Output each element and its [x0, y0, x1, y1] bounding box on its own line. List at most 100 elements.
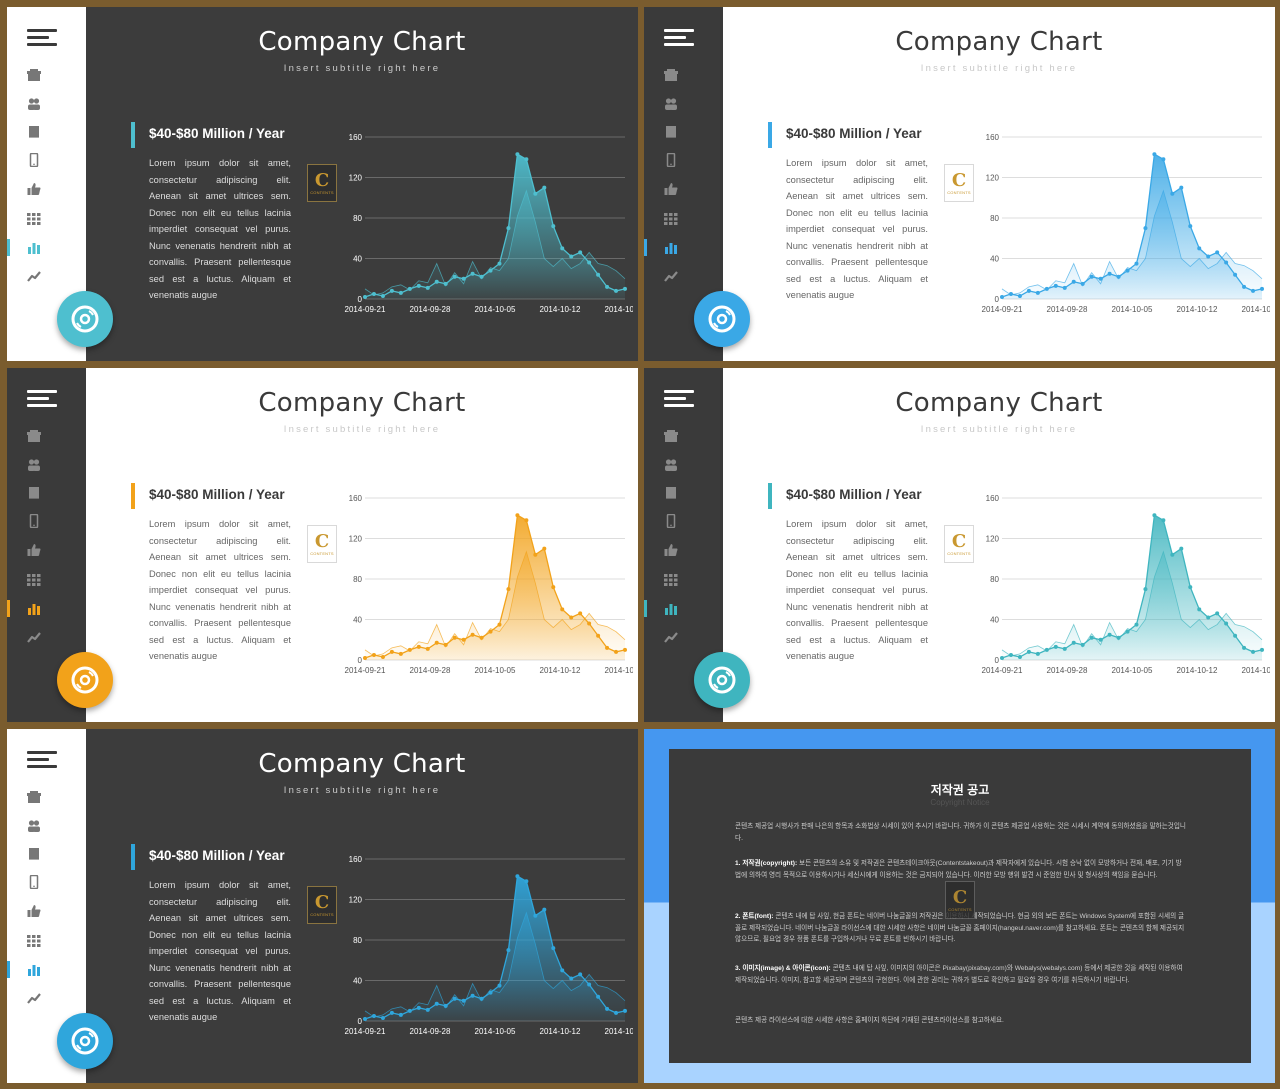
data-point — [452, 274, 457, 279]
disc-button[interactable] — [57, 652, 113, 708]
phone-icon[interactable] — [27, 874, 41, 890]
phone-icon[interactable] — [664, 152, 678, 168]
slide-6-copyright[interactable]: 저작권 공고 Copyright Notice 콘텐츠 제공업 시행사가 판매 … — [644, 729, 1275, 1083]
book-icon[interactable] — [27, 125, 41, 139]
data-point — [488, 990, 493, 995]
book-icon[interactable] — [664, 125, 678, 139]
menu-icon[interactable] — [27, 751, 57, 769]
data-point — [461, 998, 466, 1003]
y-tick-label: 160 — [349, 133, 363, 142]
store-icon[interactable] — [664, 68, 678, 82]
x-tick-label: 2014-09-28 — [1047, 305, 1088, 314]
menu-icon[interactable] — [664, 29, 694, 47]
data-point — [1260, 647, 1264, 652]
slide-3[interactable]: Company Chart Insert subtitle right here $… — [7, 368, 638, 722]
slide-1[interactable]: Company Chart Insert subtitle right here $… — [7, 7, 638, 361]
store-icon[interactable] — [27, 68, 41, 82]
data-point — [371, 291, 376, 296]
headline: $40-$80 Million / Year — [786, 487, 922, 502]
grid-icon[interactable] — [27, 934, 41, 948]
users-icon[interactable] — [27, 458, 41, 472]
body-text: Lorem ipsum dolor sit amet, consectetur … — [786, 519, 928, 661]
data-point — [389, 288, 394, 293]
menu-icon[interactable] — [664, 390, 694, 408]
trend-line-icon[interactable] — [27, 991, 41, 1005]
bar-chart-icon[interactable] — [664, 602, 678, 616]
slide-2[interactable]: Company Chart Insert subtitle right here $… — [644, 7, 1275, 361]
data-point — [1215, 250, 1220, 255]
disc-icon — [71, 1027, 99, 1055]
disc-button[interactable] — [57, 1013, 113, 1069]
thumbs-up-icon[interactable] — [27, 182, 41, 196]
y-tick-label: 0 — [995, 656, 1000, 665]
disc-button[interactable] — [57, 291, 113, 347]
trend-line-icon[interactable] — [664, 630, 678, 644]
thumbs-up-icon[interactable] — [27, 904, 41, 918]
data-point — [1143, 587, 1148, 592]
data-point — [363, 655, 367, 660]
y-tick-label: 120 — [349, 535, 363, 544]
grid-icon[interactable] — [664, 573, 678, 587]
slide-5[interactable]: Company Chart Insert subtitle right here $… — [7, 729, 638, 1083]
book-icon[interactable] — [664, 486, 678, 500]
grid-icon[interactable] — [27, 573, 41, 587]
data-point — [1251, 649, 1256, 654]
grid-icon[interactable] — [664, 212, 678, 226]
data-point — [1233, 272, 1238, 277]
area-chart: 0 40 80 120 160 2014-09-21 2014-09-28 2014-10-0… — [345, 494, 638, 675]
book-icon[interactable] — [27, 847, 41, 861]
data-point — [1206, 254, 1211, 259]
bar-chart-icon[interactable] — [27, 241, 41, 255]
trend-line-icon[interactable] — [664, 269, 678, 283]
bar-chart-icon[interactable] — [27, 602, 41, 616]
store-icon[interactable] — [664, 429, 678, 443]
users-icon[interactable] — [27, 819, 41, 833]
data-point — [1053, 283, 1058, 288]
users-icon[interactable] — [27, 97, 41, 111]
users-icon[interactable] — [664, 458, 678, 472]
data-point — [1017, 293, 1022, 298]
data-point — [1251, 288, 1256, 293]
slide-4[interactable]: Company Chart Insert subtitle right here $… — [644, 368, 1275, 722]
disc-button[interactable] — [694, 652, 750, 708]
book-icon[interactable] — [27, 486, 41, 500]
y-tick-label: 0 — [358, 1017, 363, 1026]
x-tick-label: 2014-10-05 — [475, 305, 516, 314]
x-tick-label: 2014-10-05 — [1112, 305, 1153, 314]
bar-chart-icon[interactable] — [27, 963, 41, 977]
y-tick-label: 120 — [349, 174, 363, 183]
phone-icon[interactable] — [664, 513, 678, 529]
thumbs-up-icon[interactable] — [664, 543, 678, 557]
data-point — [1233, 633, 1238, 638]
menu-icon[interactable] — [27, 390, 57, 408]
users-icon[interactable] — [664, 97, 678, 111]
x-tick-label: 2014-10-19 — [605, 305, 633, 314]
store-icon[interactable] — [27, 429, 41, 443]
y-tick-label: 120 — [986, 535, 1000, 544]
y-tick-label: 40 — [990, 255, 999, 264]
body-text: Lorem ipsum dolor sit amet, consectetur … — [786, 158, 928, 300]
disc-button[interactable] — [694, 291, 750, 347]
thumbs-up-icon[interactable] — [27, 543, 41, 557]
y-tick-label: 160 — [349, 855, 363, 864]
menu-icon[interactable] — [27, 29, 57, 47]
headline: $40-$80 Million / Year — [786, 126, 922, 141]
notice-subtitle: Copyright Notice — [930, 798, 990, 807]
phone-icon[interactable] — [27, 513, 41, 529]
trend-line-icon[interactable] — [27, 630, 41, 644]
store-icon[interactable] — [27, 790, 41, 804]
x-tick-label: 2014-10-12 — [1177, 305, 1218, 314]
data-point — [1215, 611, 1220, 616]
grid-icon[interactable] — [27, 212, 41, 226]
accent-bar — [131, 844, 135, 870]
thumbs-up-icon[interactable] — [664, 182, 678, 196]
data-point — [1224, 260, 1229, 265]
data-point — [596, 633, 601, 638]
data-point — [380, 1015, 385, 1020]
bar-chart-icon[interactable] — [664, 241, 678, 255]
data-point — [461, 637, 466, 642]
data-point — [488, 268, 493, 273]
x-tick-label: 2014-09-21 — [982, 666, 1023, 675]
phone-icon[interactable] — [27, 152, 41, 168]
trend-line-icon[interactable] — [27, 269, 41, 283]
